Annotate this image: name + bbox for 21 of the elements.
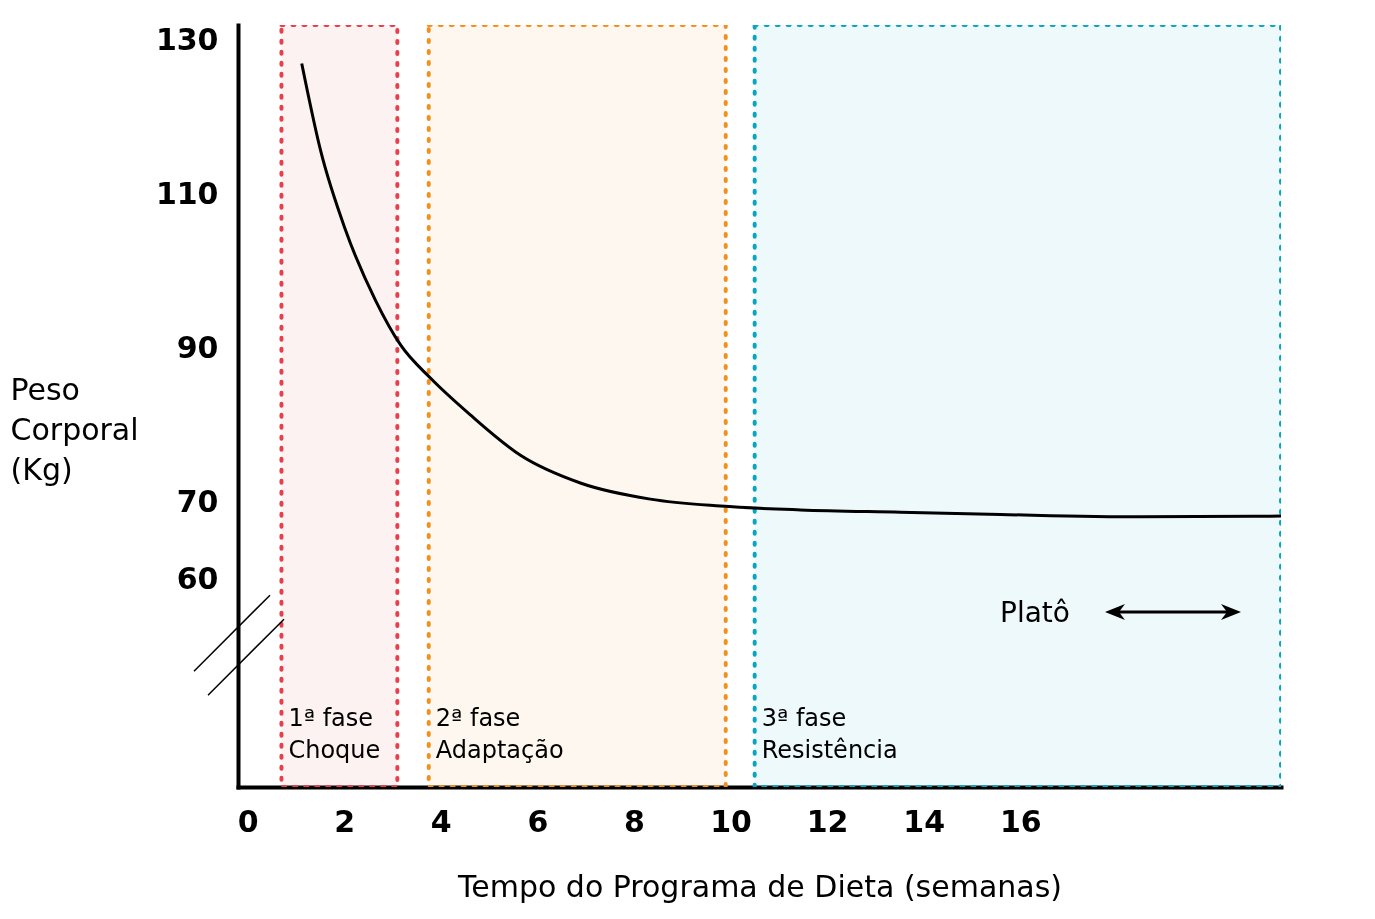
- x-tick-label: 16: [999, 803, 1042, 839]
- x-tick-label: 0: [237, 803, 259, 839]
- line-series: [300, 61, 1283, 519]
- x-tick-label: 12: [806, 803, 849, 839]
- band-label: 1ª fase Choque: [288, 704, 381, 764]
- x-tick-label: 8: [624, 803, 645, 839]
- x-axis-title: Tempo do Programa de Dieta (semanas): [456, 868, 1063, 904]
- band-label: 2ª fase Adaptação: [435, 704, 564, 764]
- y-tick-label: 70: [176, 483, 219, 519]
- y-tick-label: 110: [155, 175, 219, 211]
- y-tick-label: 130: [155, 21, 219, 57]
- annotation: Platô: [1000, 596, 1070, 629]
- x-tick-label: 6: [527, 803, 549, 839]
- band-label: 3ª fase Resistência: [761, 704, 898, 764]
- x-tick-label: 2: [334, 803, 356, 839]
- y-tick-label: 60: [176, 560, 219, 596]
- y-tick-label: 90: [176, 329, 219, 365]
- x-tick-label: 4: [430, 803, 452, 839]
- x-tick-label: 14: [903, 803, 946, 839]
- y-axis-title: Peso Corporal (Kg): [10, 371, 139, 487]
- x-tick-label: 10: [710, 803, 752, 839]
